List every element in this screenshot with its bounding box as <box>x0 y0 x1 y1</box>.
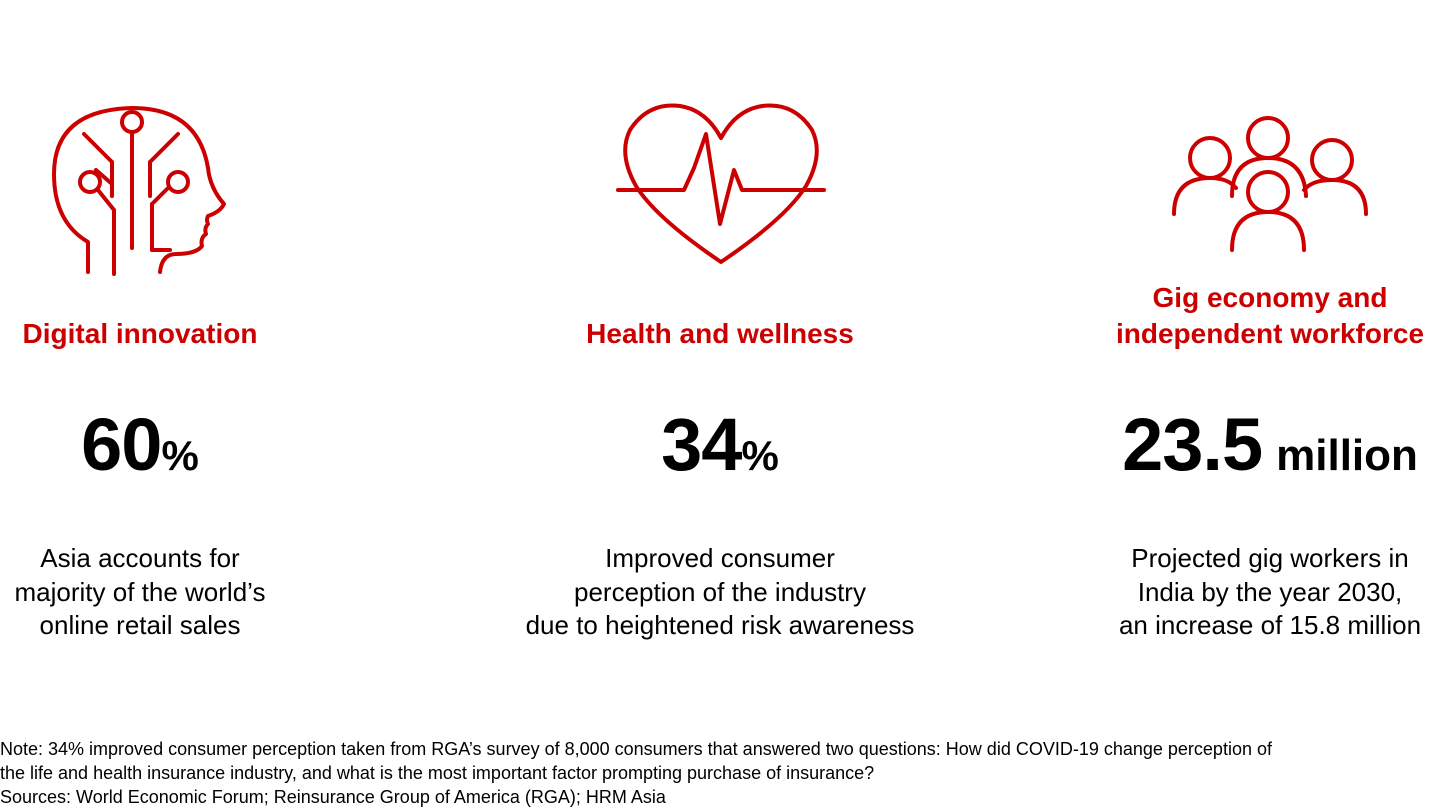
stat-unit: million <box>1276 431 1418 480</box>
stat-value: 23.5 million <box>1100 402 1440 488</box>
note-line: the life and health insurance industry, … <box>0 763 875 783</box>
stat-unit: % <box>161 432 199 479</box>
heart-pulse-icon <box>616 98 826 268</box>
stat-unit: % <box>741 432 779 479</box>
stat-description: Projected gig workers in India by the ye… <box>1118 543 1422 640</box>
stat-number: 34 <box>661 403 742 486</box>
stat-number: 60 <box>81 403 162 486</box>
column-title: Health and wellness <box>586 318 854 349</box>
stat-value: 60% <box>0 402 280 488</box>
people-group-icon <box>1170 116 1370 254</box>
stat-column-gig-economy: Gig economy and independent workforce 23… <box>1100 0 1440 700</box>
column-title: Gig economy and independent workforce <box>1115 282 1425 349</box>
footnote: Note: 34% improved consumer perception t… <box>0 737 1440 809</box>
note-line: Note: 34% improved consumer perception t… <box>0 739 1272 759</box>
sources-line: Sources: World Economic Forum; Reinsuran… <box>0 787 666 807</box>
column-title: Digital innovation <box>22 318 258 349</box>
stat-description: Improved consumer perception of the indu… <box>525 543 915 640</box>
stat-description: Asia accounts for majority of the world’… <box>14 543 266 640</box>
stat-value: 34% <box>500 402 940 488</box>
ai-head-icon <box>48 104 228 276</box>
stat-number: 23.5 <box>1122 403 1263 486</box>
stat-column-digital-innovation: Digital innovation 60% Asia accounts for… <box>0 0 280 700</box>
stat-column-health-wellness: Health and wellness 34% Improved consume… <box>500 0 940 700</box>
